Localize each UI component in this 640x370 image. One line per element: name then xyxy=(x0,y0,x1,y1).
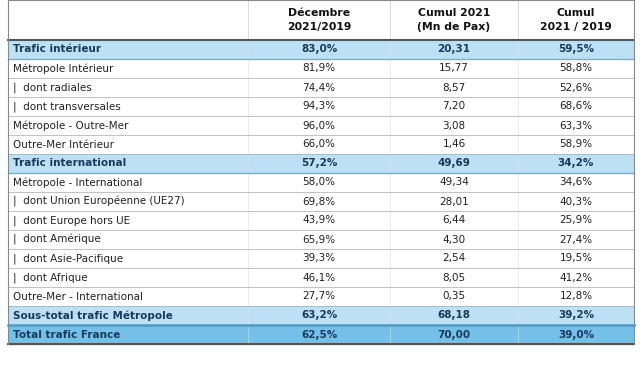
Text: 46,1%: 46,1% xyxy=(303,272,335,283)
Bar xyxy=(8,325,634,344)
Text: |  dont Union Européenne (UE27): | dont Union Européenne (UE27) xyxy=(13,196,184,207)
Text: Sous-total trafic Métropole: Sous-total trafic Métropole xyxy=(13,310,173,321)
Text: 2,54: 2,54 xyxy=(442,253,466,263)
Text: 8,05: 8,05 xyxy=(442,272,465,283)
Text: |  dont Afrique: | dont Afrique xyxy=(13,272,88,283)
Text: 39,2%: 39,2% xyxy=(558,310,594,320)
Text: 39,0%: 39,0% xyxy=(558,330,594,340)
Text: 81,9%: 81,9% xyxy=(303,64,335,74)
Bar xyxy=(8,135,634,154)
Text: 83,0%: 83,0% xyxy=(301,44,337,54)
Text: 12,8%: 12,8% xyxy=(559,292,593,302)
Text: 27,4%: 27,4% xyxy=(559,235,593,245)
Text: 62,5%: 62,5% xyxy=(301,330,337,340)
Text: Cumul: Cumul xyxy=(557,8,595,18)
Text: 4,30: 4,30 xyxy=(442,235,465,245)
Bar xyxy=(8,268,634,287)
Text: 1,46: 1,46 xyxy=(442,139,466,149)
Text: 63,2%: 63,2% xyxy=(301,310,337,320)
Bar xyxy=(8,40,634,59)
Text: Outre-Mer Intérieur: Outre-Mer Intérieur xyxy=(13,139,114,149)
Bar xyxy=(8,78,634,97)
Bar xyxy=(8,97,634,116)
Text: 96,0%: 96,0% xyxy=(303,121,335,131)
Text: 27,7%: 27,7% xyxy=(303,292,335,302)
Text: 70,00: 70,00 xyxy=(437,330,470,340)
Text: 41,2%: 41,2% xyxy=(559,272,593,283)
Text: Cumul 2021: Cumul 2021 xyxy=(418,8,490,18)
Text: 15,77: 15,77 xyxy=(439,64,469,74)
Text: (Mn de Pax): (Mn de Pax) xyxy=(417,22,491,32)
Text: Métropole - International: Métropole - International xyxy=(13,177,142,188)
Text: 34,6%: 34,6% xyxy=(559,178,593,188)
Text: 49,34: 49,34 xyxy=(439,178,469,188)
Text: 20,31: 20,31 xyxy=(438,44,470,54)
Text: 58,0%: 58,0% xyxy=(303,178,335,188)
Text: 49,69: 49,69 xyxy=(438,158,470,168)
Text: 40,3%: 40,3% xyxy=(559,196,593,206)
Text: Métropole - Outre-Mer: Métropole - Outre-Mer xyxy=(13,120,129,131)
Text: |  dont Asie-Pacifique: | dont Asie-Pacifique xyxy=(13,253,123,264)
Text: 43,9%: 43,9% xyxy=(303,215,335,225)
Bar xyxy=(8,306,634,325)
Text: 57,2%: 57,2% xyxy=(301,158,337,168)
Text: 6,44: 6,44 xyxy=(442,215,466,225)
Text: |  dont Europe hors UE: | dont Europe hors UE xyxy=(13,215,130,226)
Text: 2021 / 2019: 2021 / 2019 xyxy=(540,22,612,32)
Bar xyxy=(8,59,634,78)
Bar xyxy=(8,192,634,211)
Text: |  dont radiales: | dont radiales xyxy=(13,82,92,93)
Text: 2021/2019: 2021/2019 xyxy=(287,22,351,32)
Text: 52,6%: 52,6% xyxy=(559,83,593,92)
Text: 34,2%: 34,2% xyxy=(558,158,594,168)
Text: 58,9%: 58,9% xyxy=(559,139,593,149)
Text: |  dont transversales: | dont transversales xyxy=(13,101,121,112)
Text: Métropole Intérieur: Métropole Intérieur xyxy=(13,63,113,74)
Text: Outre-Mer - International: Outre-Mer - International xyxy=(13,292,143,302)
Text: 28,01: 28,01 xyxy=(439,196,469,206)
Bar xyxy=(8,230,634,249)
Text: |  dont Amérique: | dont Amérique xyxy=(13,234,100,245)
Text: 39,3%: 39,3% xyxy=(303,253,335,263)
Text: 65,9%: 65,9% xyxy=(303,235,335,245)
Bar xyxy=(8,154,634,173)
Text: 68,6%: 68,6% xyxy=(559,101,593,111)
Bar xyxy=(8,173,634,192)
Text: 59,5%: 59,5% xyxy=(558,44,594,54)
Text: Trafic international: Trafic international xyxy=(13,158,126,168)
Bar xyxy=(8,0,634,40)
Text: 58,8%: 58,8% xyxy=(559,64,593,74)
Text: 69,8%: 69,8% xyxy=(303,196,335,206)
Text: Total trafic France: Total trafic France xyxy=(13,330,120,340)
Bar xyxy=(8,249,634,268)
Text: 3,08: 3,08 xyxy=(442,121,465,131)
Bar xyxy=(8,211,634,230)
Text: 19,5%: 19,5% xyxy=(559,253,593,263)
Bar xyxy=(8,287,634,306)
Text: 66,0%: 66,0% xyxy=(303,139,335,149)
Bar xyxy=(8,116,634,135)
Text: 63,3%: 63,3% xyxy=(559,121,593,131)
Text: Décembre: Décembre xyxy=(288,8,350,18)
Text: 94,3%: 94,3% xyxy=(303,101,335,111)
Text: 8,57: 8,57 xyxy=(442,83,466,92)
Text: 68,18: 68,18 xyxy=(438,310,470,320)
Text: 25,9%: 25,9% xyxy=(559,215,593,225)
Text: 0,35: 0,35 xyxy=(442,292,465,302)
Text: 74,4%: 74,4% xyxy=(303,83,335,92)
Text: Trafic intérieur: Trafic intérieur xyxy=(13,44,101,54)
Text: 7,20: 7,20 xyxy=(442,101,465,111)
